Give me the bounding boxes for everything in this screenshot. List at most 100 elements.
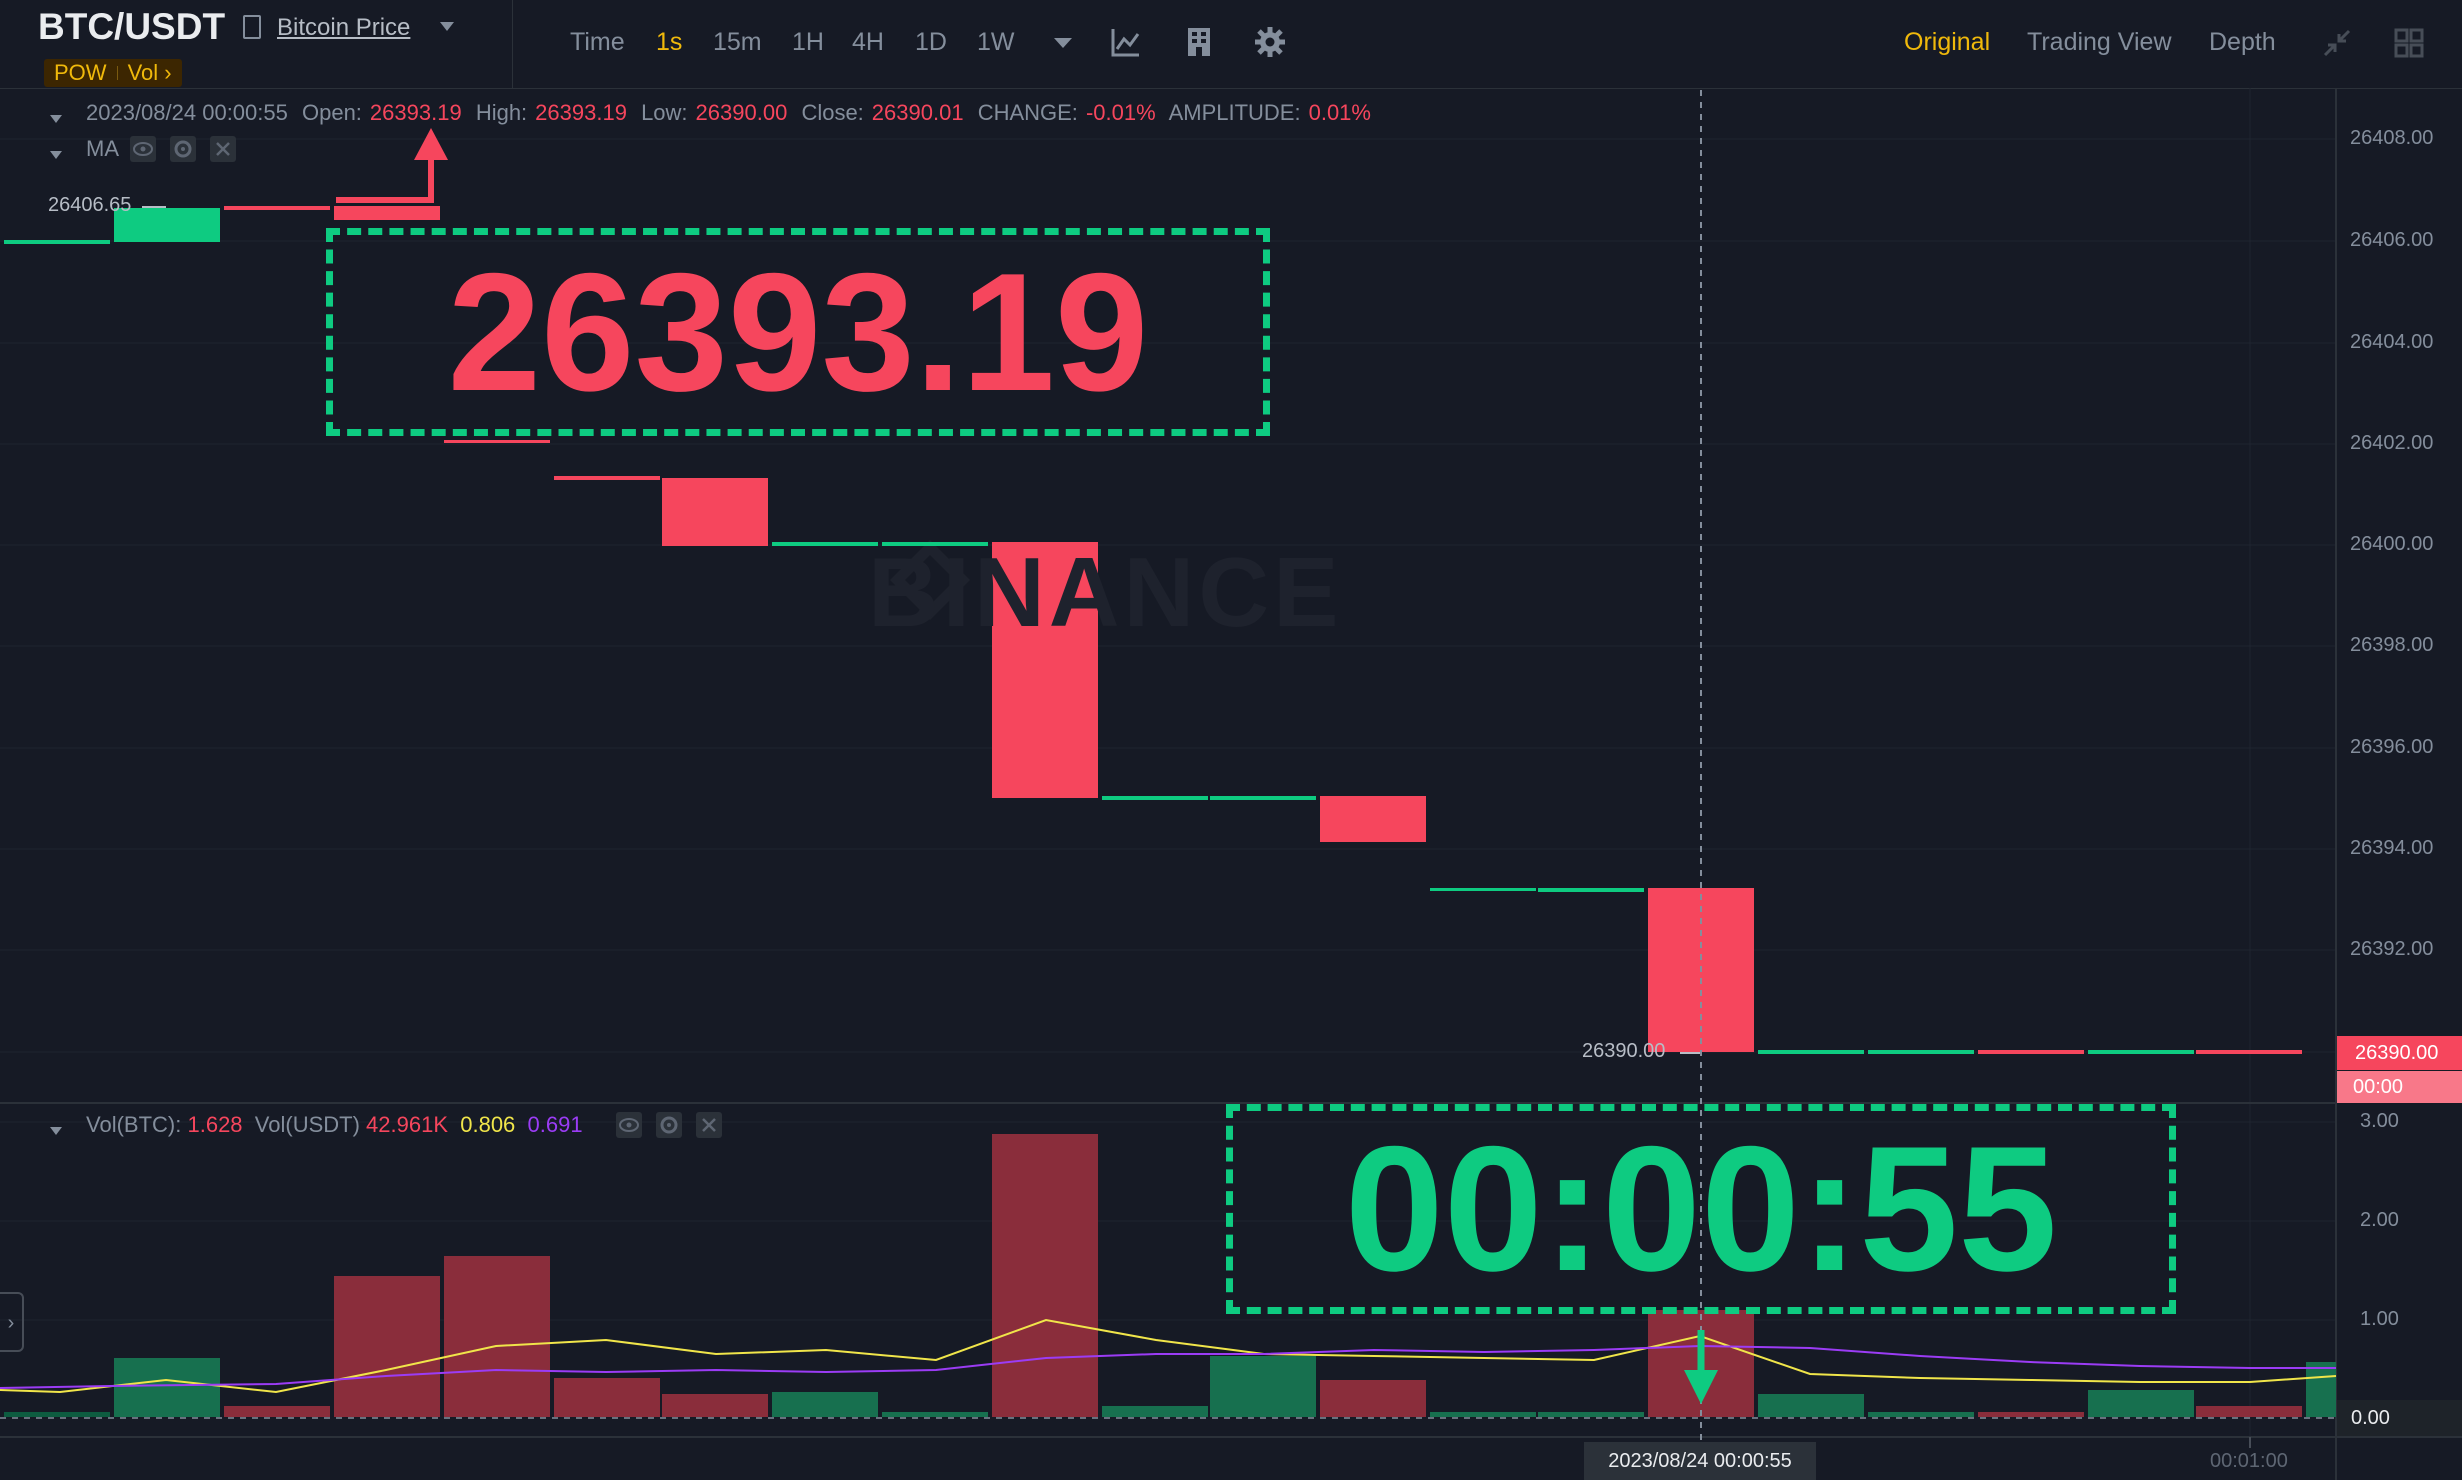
view-trading-view[interactable]: Trading View — [2027, 28, 2172, 56]
timeframe-1s[interactable]: 1s — [656, 28, 683, 56]
candle — [1102, 796, 1208, 800]
timeframe-time[interactable]: Time — [570, 28, 625, 56]
watermark-text: BINANCE — [868, 537, 1343, 647]
big-time-annotation: 00:00:55 — [1226, 1104, 2176, 1314]
candle — [4, 240, 110, 244]
ohlc-info-bar: 2023/08/24 00:00:55 Open: 26393.19 High: 2… — [86, 100, 1379, 126]
close-value: 26390.01 — [871, 100, 964, 125]
volume-bars — [4, 1134, 2336, 1417]
timeframe-1w[interactable]: 1W — [977, 28, 1015, 56]
price-axis-label: 26396.00 — [2350, 736, 2434, 758]
price-axis-label: 26402.00 — [2350, 432, 2434, 454]
settings-gear-icon[interactable] — [1254, 26, 1286, 58]
ma-close-icon[interactable] — [210, 136, 236, 162]
candle — [882, 542, 988, 546]
red-up-arrow-icon — [336, 128, 448, 203]
volume-bar — [1430, 1412, 1536, 1417]
indicators-icon[interactable] — [1110, 26, 1142, 58]
volume-bar — [772, 1392, 878, 1417]
candle — [1538, 888, 1644, 892]
amplitude-value: 0.01% — [1308, 100, 1371, 125]
close-label: Close: — [801, 100, 864, 125]
timeframe-1d[interactable]: 1D — [915, 28, 947, 56]
ma-settings-icon[interactable] — [170, 136, 196, 162]
candle — [772, 542, 878, 546]
price-axis-label: 26400.00 — [2350, 533, 2434, 555]
price-axis-label: 26392.00 — [2350, 938, 2434, 960]
ma-label: MA — [86, 136, 119, 161]
grid-layout-icon[interactable] — [2394, 28, 2424, 58]
volume-bar — [114, 1358, 220, 1417]
volume-bar — [1210, 1356, 1316, 1417]
green-down-arrow-icon — [1684, 1330, 1718, 1404]
view-original[interactable]: Original — [1904, 28, 1991, 56]
volume-bar — [224, 1406, 330, 1417]
amplitude-label: AMPLITUDE: — [1168, 100, 1301, 125]
timeframe-15m[interactable]: 15m — [713, 28, 762, 56]
crosshair-time-label: 2023/08/24 00:00:55 — [1584, 1442, 1816, 1480]
big-time-text: 00:00:55 — [1344, 1109, 2058, 1308]
expand-panel-button[interactable]: › — [0, 1292, 24, 1352]
ma-eye-icon[interactable] — [130, 136, 156, 162]
candle — [334, 206, 440, 220]
price-axis-label: 26408.00 — [2350, 127, 2434, 149]
candle — [1430, 888, 1536, 891]
info-collapse-icon[interactable] — [50, 110, 62, 128]
volume-bar — [1320, 1380, 1426, 1417]
symbol-dropdown-icon[interactable] — [440, 22, 454, 31]
candle — [1758, 1050, 1864, 1054]
open-value: 26393.19 — [369, 100, 462, 125]
volume-bar — [662, 1394, 768, 1417]
timeframe-4h[interactable]: 4H — [852, 28, 884, 56]
pow-tag[interactable]: POW — [54, 60, 107, 85]
volume-zero-badge: 0.00 — [2337, 1400, 2462, 1436]
symbol-title[interactable]: BTC/USDT — [38, 6, 226, 47]
header-divider — [512, 0, 513, 88]
tag-divider — [116, 66, 118, 80]
volume-bar — [1758, 1394, 1864, 1417]
volume-bar — [2196, 1406, 2302, 1417]
timeframe-1h[interactable]: 1H — [792, 28, 824, 56]
volume-collapse-icon[interactable] — [50, 1122, 62, 1140]
vol-btc-value: 1.628 — [187, 1112, 243, 1137]
building-icon[interactable] — [1184, 26, 1214, 58]
candle — [554, 476, 660, 480]
change-value: -0.01% — [1085, 100, 1156, 125]
candle — [224, 206, 330, 210]
binance-logo-icon — [890, 540, 970, 620]
candle — [2196, 1050, 2302, 1054]
high-label: High: — [475, 100, 528, 125]
view-depth[interactable]: Depth — [2209, 28, 2276, 56]
ma-collapse-icon[interactable] — [50, 146, 62, 164]
volume-bar — [992, 1134, 1098, 1417]
high-value: 26393.19 — [535, 100, 627, 125]
volume-bar — [554, 1378, 660, 1417]
ohlc-datetime: 2023/08/24 00:00:55 — [86, 100, 288, 125]
volume-close-icon[interactable] — [696, 1112, 722, 1138]
volume-eye-icon[interactable] — [616, 1112, 642, 1138]
bitcoin-price-link[interactable]: Bitcoin Price — [277, 14, 411, 41]
low-mark-label: 26390.00 — [1582, 1040, 1666, 1062]
high-mark-label: 26406.65 — [48, 194, 132, 216]
price-axis-label: 26394.00 — [2350, 837, 2434, 859]
volume-info-bar: Vol(BTC): 1.628 Vol(USDT) 42.961K 0.806 … — [86, 1112, 583, 1138]
document-icon[interactable] — [243, 15, 261, 39]
volume-settings-icon[interactable] — [656, 1112, 682, 1138]
vol-btc-label: Vol(BTC): — [86, 1112, 182, 1137]
more-timeframes-icon[interactable] — [1052, 36, 1074, 50]
candlesticks — [4, 206, 2302, 1054]
vol-tag[interactable]: Vol › — [127, 60, 172, 85]
volume-bar — [1538, 1412, 1644, 1417]
candle — [2088, 1050, 2194, 1054]
vol-usdt-value: 42.961K — [366, 1112, 448, 1137]
low-label: Low: — [641, 100, 688, 125]
candle — [662, 478, 768, 546]
price-axis-label: 26406.00 — [2350, 229, 2434, 251]
volume-axis-label: 2.00 — [2360, 1209, 2399, 1231]
time-axis-tick-label: 00:01:00 — [2210, 1450, 2288, 1472]
volume-ma-purple-line — [0, 1344, 2336, 1389]
volume-bar — [4, 1412, 110, 1417]
collapse-icon[interactable] — [2322, 28, 2352, 58]
price-axis-label: 26398.00 — [2350, 634, 2434, 656]
